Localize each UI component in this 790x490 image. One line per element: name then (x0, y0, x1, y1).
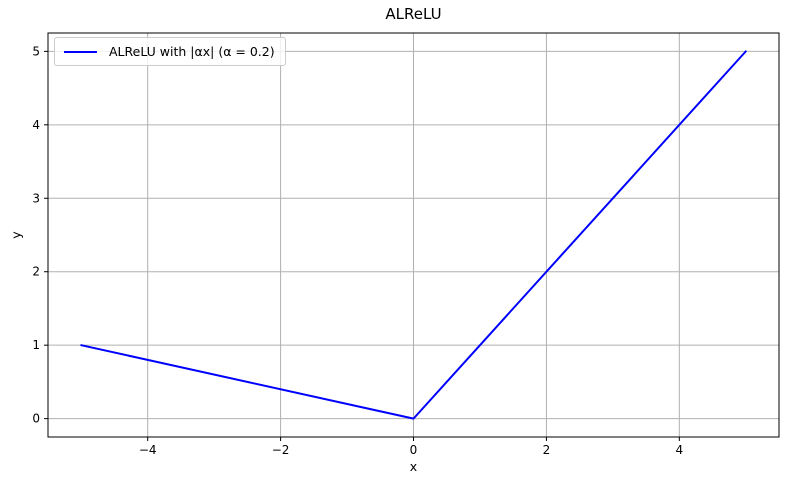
legend: ALReLU with |αx| (α = 0.2) (54, 37, 286, 66)
y-tick-label: 4 (32, 118, 40, 132)
chart-title: ALReLU (385, 5, 442, 23)
y-axis-label: y (8, 231, 24, 239)
y-tick-label: 3 (32, 191, 40, 205)
y-tick-label: 0 (32, 412, 40, 426)
x-axis-label: x (409, 459, 418, 474)
alrelu-line (80, 50, 747, 420)
legend-entry-label: ALReLU with |αx| (α = 0.2) (109, 44, 275, 59)
x-tick-label: −4 (139, 443, 157, 457)
y-tick-label: 1 (32, 338, 40, 352)
y-tick-label: 5 (32, 44, 40, 58)
y-tick-label: 2 (32, 265, 40, 279)
x-tick-label: 4 (675, 443, 683, 457)
x-tick-label: −2 (272, 443, 290, 457)
legend-line-sample (64, 50, 97, 53)
x-tick-label: 2 (543, 443, 551, 457)
x-tick-label: 0 (410, 443, 418, 457)
